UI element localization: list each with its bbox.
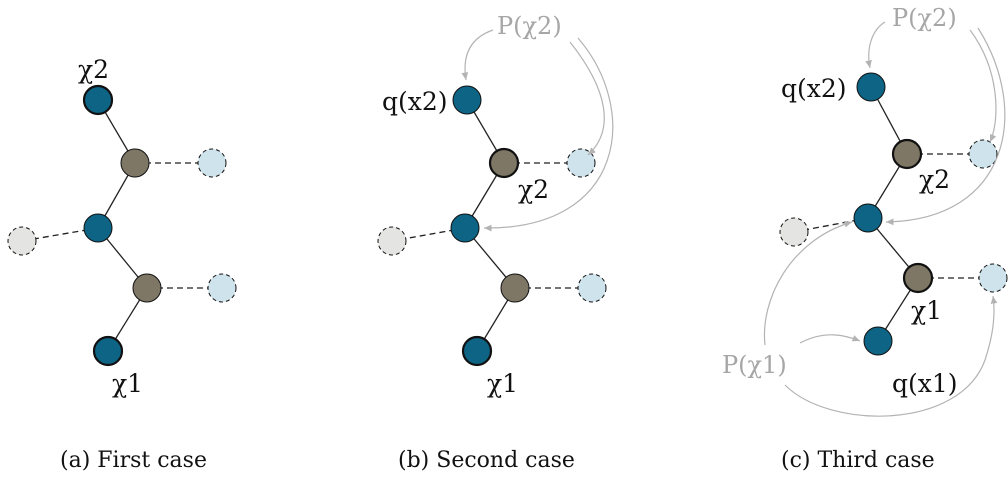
label-p-chi1: P(χ1) [722,351,787,379]
label-chi1: χ1 [112,369,143,398]
leaf-node-chi1 [461,335,493,367]
label-chi2: χ2 [78,55,109,84]
label-chi2: χ2 [919,165,950,194]
label-q-x2: q(x2) [382,87,448,116]
gray-node [120,148,150,178]
arrow [969,29,997,143]
caption-c: (c) Third case [781,448,935,473]
arrow [885,27,1006,226]
arrow [799,334,861,344]
blue-node [452,85,482,115]
blue-node [83,213,113,243]
light-blue-node [197,148,227,178]
arrow [569,41,605,156]
gray-node-chi1 [902,262,934,294]
label-p-chi2: P(χ2) [497,12,562,40]
label-p-chi2: P(χ2) [892,4,957,32]
panel-a: χ2 χ1 (a) First case [7,55,237,473]
light-blue-node [968,139,998,169]
arrow [483,37,614,232]
blue-node [863,326,893,356]
panel-b: q(x2) χ2 χ1 P(χ2) (b) Second case [377,12,614,473]
label-q-x2: q(x2) [781,74,847,103]
label-chi1: χ1 [911,296,942,325]
gray-node-chi2 [488,147,520,179]
arrow [784,295,998,417]
leaf-node-chi2 [82,84,114,116]
light-gray-node [779,217,809,247]
light-blue-node [207,273,237,303]
light-blue-node [577,273,607,303]
gray-node-chi2 [891,138,923,170]
blue-node [450,213,480,243]
gray-node [132,273,162,303]
light-blue-node [566,148,596,178]
label-chi2: χ2 [518,175,549,204]
caption-a: (a) First case [60,448,207,473]
label-chi1: χ1 [487,369,518,398]
light-gray-node [7,226,37,256]
panel-c: q(x2) χ2 χ1 q(x1) P(χ2) P(χ1) (c) Third … [722,4,1008,473]
label-q-x1: q(x1) [892,369,958,398]
light-gray-node [377,226,407,256]
arrow [865,21,886,69]
blue-node [856,72,886,102]
leaf-node-chi1 [92,335,124,367]
light-blue-node [978,263,1008,293]
caption-b: (b) Second case [398,448,575,473]
arrow [763,220,853,346]
gray-node [500,273,530,303]
arrow [461,29,494,81]
blue-node [853,203,883,233]
